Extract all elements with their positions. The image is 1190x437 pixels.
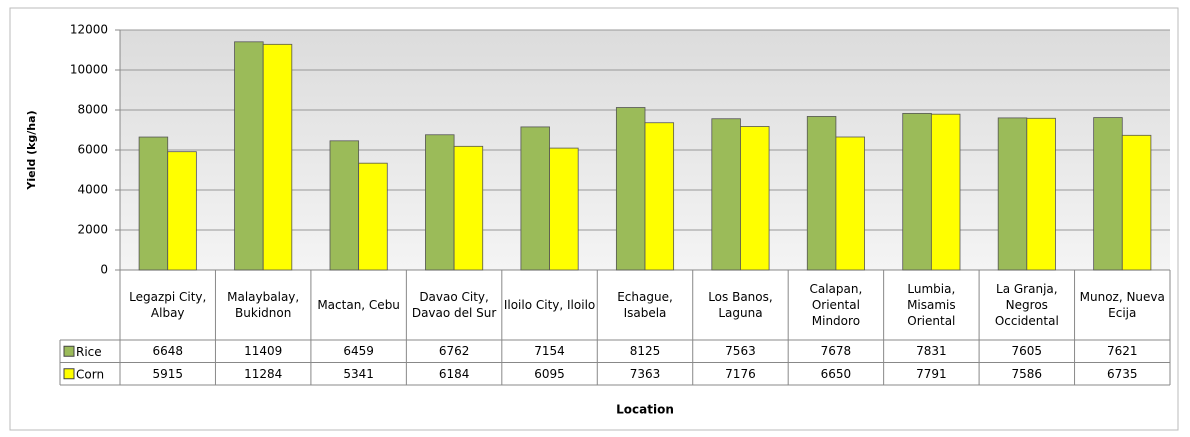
table-value: 7678 — [820, 344, 852, 359]
table-value: 6735 — [1106, 366, 1138, 381]
x-tick-label: Los Banos, Laguna — [708, 290, 773, 320]
bar — [997, 117, 1028, 271]
table-value: 7563 — [725, 344, 756, 359]
y-tick-label: 0 — [100, 263, 108, 277]
x-tick-label: Echague, Isabela — [617, 290, 673, 320]
bar — [234, 41, 264, 271]
table-value: 7586 — [1011, 366, 1043, 381]
bar — [835, 136, 865, 271]
bar — [740, 126, 770, 271]
y-tick-label: 4000 — [77, 183, 108, 197]
bar — [549, 147, 579, 271]
y-axis-label: Yield (kg/ha) — [25, 110, 38, 190]
table-value: 7176 — [725, 366, 756, 381]
bar — [453, 145, 484, 271]
x-axis-label: Location — [616, 403, 674, 417]
table-value: 6648 — [152, 344, 183, 359]
x-tick-label: La Granja, Negros Occidental — [994, 282, 1059, 328]
bar — [520, 126, 550, 271]
table-value: 6095 — [534, 366, 565, 381]
x-tick-label: Legazpi City, Albay — [129, 290, 207, 320]
x-tick-label: Munoz, Nueva Ecija — [1079, 290, 1165, 320]
table-value: 11409 — [244, 344, 283, 359]
legend-swatch — [63, 345, 75, 357]
y-tick-label: 6000 — [77, 143, 108, 157]
bar — [806, 116, 837, 271]
bar — [329, 140, 360, 271]
legend-label: Corn — [76, 367, 104, 381]
bar — [425, 134, 455, 271]
legend-swatch — [63, 368, 75, 380]
x-tick-label: Davao City, Davao del Sur — [411, 290, 497, 320]
table-value: 6650 — [820, 366, 852, 381]
x-tick-label: Calapan, Oriental Mindoro — [809, 282, 863, 328]
y-tick-label: 10000 — [70, 63, 108, 77]
bar — [711, 118, 741, 271]
x-tick-label: Iloilo City, Iloilo — [503, 298, 596, 312]
bar — [167, 151, 197, 271]
table-value: 7831 — [916, 344, 947, 359]
x-tick-label: Lumbia, Misamis Oriental — [907, 282, 956, 328]
y-tick-label: 2000 — [77, 223, 108, 237]
x-tick-label: Malaybalay, Bukidnon — [227, 290, 300, 320]
table-value: 6184 — [438, 366, 470, 381]
table-value: 7154 — [534, 344, 565, 359]
bar — [358, 162, 388, 271]
table-value: 7605 — [1011, 344, 1043, 359]
table-value: 5341 — [343, 366, 374, 381]
table-value: 8125 — [629, 344, 661, 359]
table-value: 6459 — [343, 344, 374, 359]
bar — [1093, 117, 1123, 271]
table-value: 11284 — [244, 366, 283, 381]
legend-label: Rice — [76, 345, 102, 359]
bar — [902, 112, 932, 271]
table-value: 7363 — [629, 366, 661, 381]
bar — [930, 113, 961, 271]
table-value: 6762 — [438, 344, 470, 359]
table-value: 7621 — [1106, 344, 1138, 359]
bar — [1026, 117, 1056, 271]
x-tick-label: Mactan, Cebu — [317, 298, 400, 312]
y-tick-label: 12000 — [70, 23, 108, 37]
bar — [615, 107, 646, 271]
bar — [644, 122, 675, 271]
bar — [138, 136, 169, 271]
table-value: 7791 — [916, 366, 947, 381]
bar — [262, 43, 293, 271]
bar — [1121, 134, 1152, 271]
table-value: 5915 — [152, 366, 183, 381]
y-tick-label: 8000 — [77, 103, 108, 117]
